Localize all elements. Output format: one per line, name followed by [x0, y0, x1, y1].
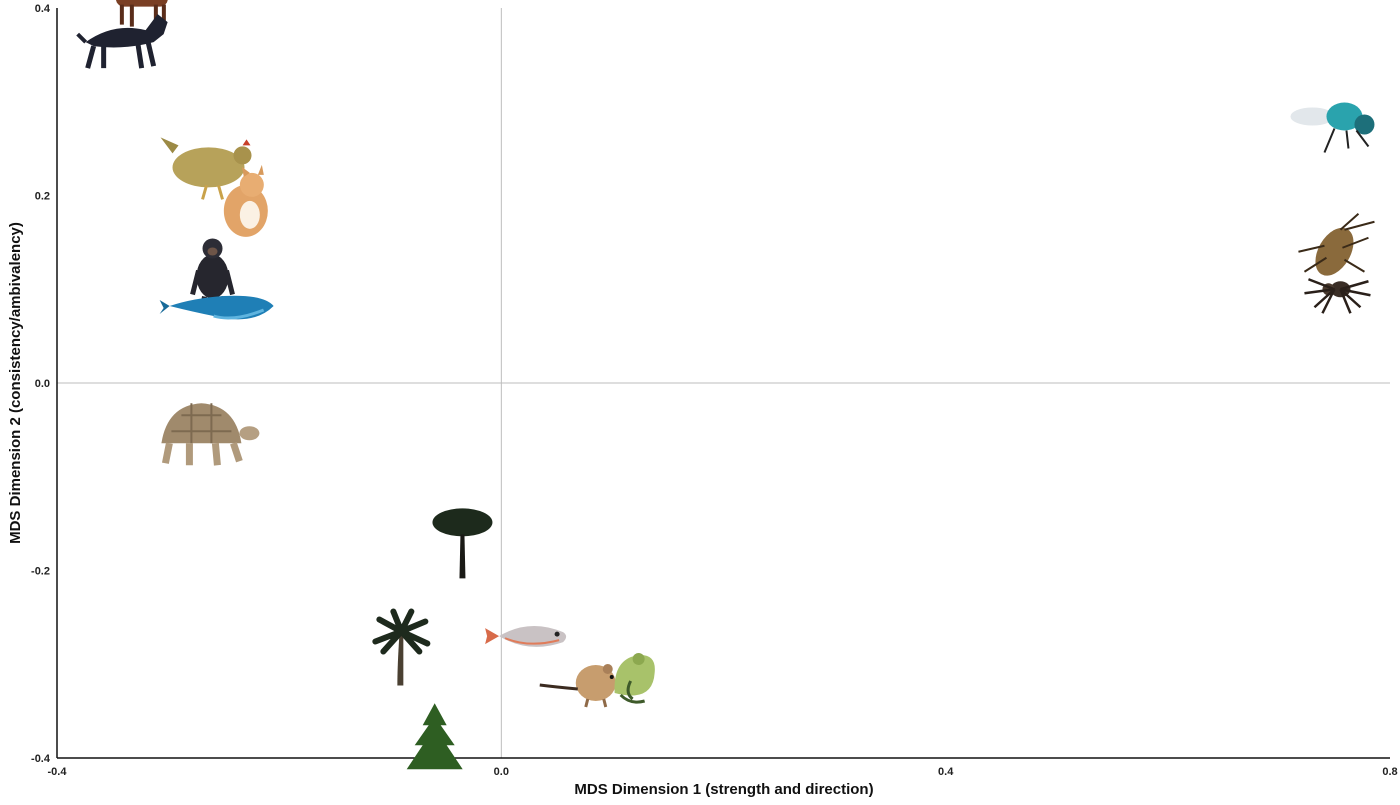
- fish-icon: [485, 626, 567, 647]
- x-tick-label: 0.8: [1382, 766, 1397, 778]
- y-tick-label: 0.2: [35, 191, 50, 203]
- fly-icon: [1290, 102, 1375, 153]
- x-axis-ticks: -0.4 0.0 0.4 0.8: [48, 766, 1398, 778]
- x-axis-title: MDS Dimension 1 (strength and direction): [574, 781, 873, 798]
- data-points: [76, 0, 1375, 770]
- y-tick-label: -0.4: [31, 753, 51, 765]
- tortoise-icon: [161, 403, 260, 466]
- spider-icon: [1304, 278, 1371, 314]
- frog-icon: [614, 653, 655, 704]
- x-tick-label: 0.4: [938, 766, 954, 778]
- cockroach-icon: [1298, 213, 1375, 276]
- y-tick-label: -0.2: [31, 566, 50, 578]
- palm-tree-icon: [372, 608, 431, 686]
- axes: [56, 8, 1390, 759]
- chimpanzee-icon: [190, 238, 235, 307]
- x-tick-label: -0.4: [48, 766, 68, 778]
- dog-icon: [76, 14, 168, 69]
- mouse-icon: [539, 664, 616, 708]
- chicken-icon: [160, 137, 252, 200]
- x-tick-label: 0.0: [494, 766, 509, 778]
- whale-icon: [159, 295, 274, 320]
- y-tick-label: 0.0: [35, 378, 50, 390]
- reference-lines: [57, 8, 1390, 758]
- y-axis-title: MDS Dimension 2 (consistency/ambivalency…: [7, 222, 24, 544]
- conifer-icon: [406, 703, 463, 770]
- y-axis-ticks: 0.4 0.2 0.0 -0.2 -0.4: [31, 3, 51, 765]
- cat-icon: [223, 164, 268, 237]
- y-tick-label: 0.4: [35, 3, 51, 15]
- cow-icon: [115, 0, 168, 27]
- pine-tree-icon: [432, 508, 493, 579]
